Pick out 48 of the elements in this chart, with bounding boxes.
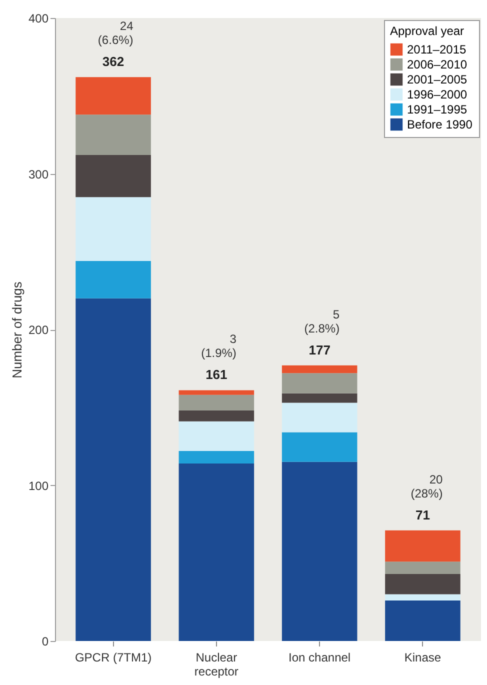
annotation: 20 (28%)	[410, 472, 444, 500]
legend-label: 1991–1995	[407, 102, 468, 116]
bar	[282, 393, 358, 403]
total-label: 362	[102, 54, 124, 70]
x-tick-label: Ion channel	[288, 650, 351, 664]
bar	[76, 260, 151, 298]
y-tick-label: 0	[42, 634, 49, 648]
bar	[282, 365, 358, 374]
total-label: 161	[206, 367, 228, 382]
y-tick-label: 300	[28, 167, 49, 182]
legend-title: Approval year	[390, 24, 464, 38]
bar	[385, 530, 460, 562]
legend-label: 1996–2000	[407, 88, 468, 102]
legend-label: 2006–2010	[407, 58, 468, 72]
bar	[385, 594, 460, 601]
annotation: 3 (1.9%)	[201, 332, 237, 360]
y-tick-label: 100	[28, 478, 49, 493]
total-label: 177	[308, 342, 330, 358]
bar	[76, 298, 151, 641]
bar	[282, 402, 358, 432]
bar	[385, 562, 460, 574]
bar	[385, 574, 460, 594]
total-label: 71	[415, 507, 430, 522]
bar	[178, 394, 254, 410]
y-tick-label: 200	[28, 323, 49, 337]
y-axis-title: Number of drugs	[9, 281, 24, 378]
bar	[282, 373, 358, 394]
bar	[76, 114, 151, 156]
bar	[76, 77, 151, 115]
bar	[282, 462, 358, 641]
legend-label: 2001–2005	[407, 72, 468, 86]
bar	[76, 197, 151, 261]
bar	[282, 432, 358, 462]
x-tick-label: Nuclear receptor	[194, 650, 238, 678]
bar	[385, 600, 460, 641]
bar	[76, 155, 151, 198]
annotation: 5 (2.8%)	[304, 307, 340, 336]
bar	[178, 390, 254, 395]
annotation: 24 (6.6%)	[98, 19, 134, 48]
bar	[178, 421, 254, 451]
bar	[178, 463, 254, 641]
y-tick-label: 400	[28, 12, 49, 26]
bar	[178, 410, 254, 422]
bar	[178, 450, 254, 464]
x-tick-label: GPCR (7TM1)	[74, 650, 152, 664]
x-tick-label: Kinase	[404, 650, 442, 664]
legend-label: Before 1990	[407, 118, 473, 132]
legend-label: 2011–2015	[407, 42, 466, 56]
